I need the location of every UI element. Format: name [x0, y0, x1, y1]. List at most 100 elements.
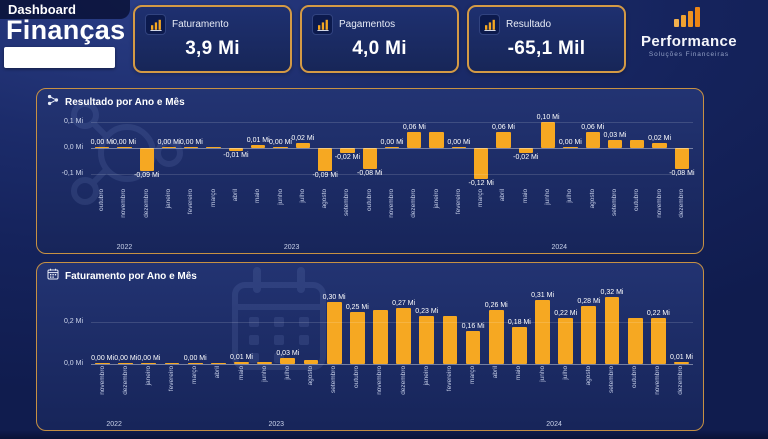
bar[interactable]: [511, 326, 527, 364]
month-label: fevereiro: [168, 365, 176, 392]
bar[interactable]: [627, 318, 643, 364]
bar[interactable]: [95, 362, 110, 364]
bar-value-label: 0,00 Mi: [179, 138, 203, 146]
logo-subtitle: Soluções Financeiras: [648, 51, 730, 58]
bar-column: 0,28 Mi: [577, 287, 600, 364]
bar-value-label: 0,00 Mi: [90, 138, 114, 146]
bar[interactable]: [496, 132, 511, 149]
bar-column: 0,00 Mi: [113, 113, 136, 187]
bar[interactable]: [228, 148, 244, 151]
month-label: julho: [283, 365, 291, 380]
kpi-value: 4,0 Mi: [352, 38, 407, 59]
bar[interactable]: [317, 148, 333, 172]
month-label: maio: [237, 365, 245, 380]
header-band: [0, 0, 130, 19]
bar[interactable]: [184, 146, 199, 149]
bar[interactable]: [251, 145, 266, 149]
month-label: abril: [499, 188, 507, 202]
bar[interactable]: [442, 316, 458, 364]
bar[interactable]: [187, 362, 203, 364]
bar-column: [253, 287, 276, 364]
panel-title-row: Faturamento por Ano e Mês: [47, 268, 693, 283]
bar[interactable]: [451, 146, 467, 149]
resultado-chart: 0,1 Mi 0,0 Mi -0,1 Mi 0,00 Mi 0,00 Mi -0,09 …: [47, 113, 695, 251]
year-axis: 2022 2023 2024: [91, 244, 693, 251]
bar[interactable]: [540, 122, 556, 149]
bar-value-label: 0,28 Mi: [577, 297, 601, 305]
bar[interactable]: [674, 361, 689, 364]
ascending-bars-icon: [672, 5, 706, 32]
resultado-panel: Resultado por Ano e Mês 0,1 Mi 0,0 Mi -0,1…: [36, 88, 704, 254]
bar[interactable]: [210, 362, 226, 364]
month-label: dezembro: [399, 365, 407, 395]
bar[interactable]: [234, 361, 249, 364]
bar[interactable]: [95, 146, 110, 149]
month-axis: outubro novembro dezembro janeiro fevereiro m…: [91, 189, 693, 243]
bar[interactable]: [630, 140, 645, 149]
kpi-value: -65,1 Mil: [507, 38, 586, 59]
month-label: agosto: [584, 365, 592, 386]
bar[interactable]: [141, 362, 157, 364]
bar-column: 0,16 Mi: [462, 287, 485, 364]
bar-value-label: 0,06 Mi: [402, 124, 426, 132]
bar[interactable]: [373, 309, 388, 364]
bar-column: -0,09 Mi: [312, 113, 338, 187]
bar-column: 0,01 Mi: [247, 113, 270, 187]
bar-column: 0,00 Mi: [179, 113, 203, 187]
bar-column: 0,00 Mi: [381, 113, 403, 187]
kpi-card-resultado[interactable]: Resultado -65,1 Mil: [467, 5, 626, 73]
bar[interactable]: [206, 146, 221, 149]
bar[interactable]: [419, 316, 435, 364]
bar[interactable]: [607, 140, 623, 149]
bar[interactable]: [164, 362, 180, 364]
bar-value-label: 0,00 Mi: [91, 354, 115, 362]
bar-column: 0,18 Mi: [508, 287, 531, 364]
y-axis-tick: 0,2 Mi: [63, 318, 83, 326]
bar[interactable]: [518, 148, 533, 154]
bar-column: 0,02 Mi: [291, 113, 314, 187]
bar[interactable]: [652, 142, 667, 149]
bar[interactable]: [280, 357, 296, 364]
bar[interactable]: [362, 148, 377, 169]
bar[interactable]: [650, 318, 666, 364]
bar-column: -0,02 Mi: [513, 113, 538, 187]
bar-value-label: 0,16 Mi: [461, 322, 485, 330]
bar-column: -0,09 Mi: [134, 113, 159, 187]
bar[interactable]: [535, 299, 550, 364]
bar[interactable]: [326, 301, 342, 364]
bar-column: [207, 287, 230, 364]
bar-value-label: -0,12 Mi: [468, 180, 494, 188]
bar[interactable]: [139, 148, 154, 172]
bar[interactable]: [384, 146, 400, 149]
bar[interactable]: [273, 146, 288, 149]
bar[interactable]: [257, 361, 273, 364]
bar[interactable]: [118, 362, 134, 364]
bar[interactable]: [161, 146, 177, 149]
bar[interactable]: [295, 142, 310, 149]
bar[interactable]: [563, 146, 578, 149]
bar[interactable]: [604, 297, 620, 364]
month-label: maio: [254, 188, 262, 203]
bar[interactable]: [488, 309, 504, 364]
bar[interactable]: [303, 359, 319, 364]
kpi-card-faturamento[interactable]: Faturamento 3,9 Mi: [133, 5, 292, 73]
gridline: [91, 148, 693, 150]
bar[interactable]: [674, 148, 689, 169]
month-label: abril: [492, 365, 500, 379]
month-label: janeiro: [432, 188, 440, 209]
bar[interactable]: [407, 132, 422, 149]
bar[interactable]: [117, 146, 132, 149]
bar[interactable]: [340, 148, 355, 154]
bar[interactable]: [585, 132, 600, 149]
bar-value-label: 0,03 Mi: [603, 132, 627, 140]
filter-slicer[interactable]: [4, 47, 115, 68]
bar-column: 0,00 Mi: [447, 113, 470, 187]
bar[interactable]: [558, 318, 574, 364]
bar[interactable]: [429, 132, 444, 149]
bar[interactable]: [396, 307, 411, 364]
bar[interactable]: [465, 330, 481, 364]
bar[interactable]: [474, 148, 489, 180]
bar[interactable]: [349, 311, 365, 364]
kpi-card-pagamentos[interactable]: Pagamentos 4,0 Mi: [300, 5, 459, 73]
bar[interactable]: [581, 305, 597, 364]
